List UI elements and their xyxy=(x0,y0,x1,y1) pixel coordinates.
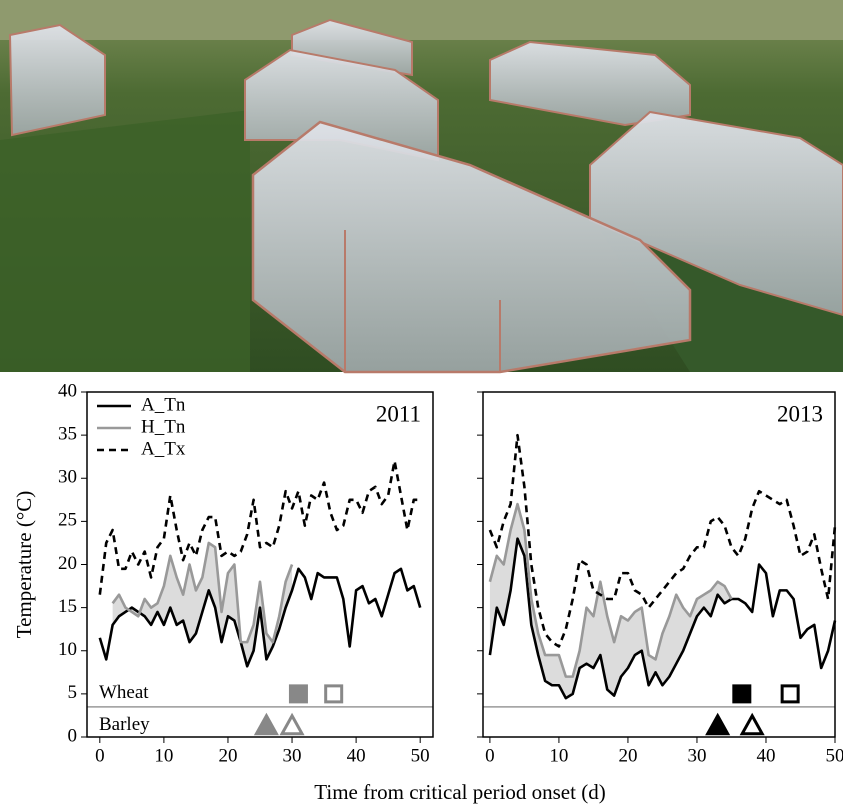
x-tick-label: 40 xyxy=(347,745,366,766)
y-tick-label: 30 xyxy=(58,467,77,488)
y-tick-label: 35 xyxy=(58,423,77,444)
y-tick-label: 10 xyxy=(58,639,77,660)
y-tick-label: 0 xyxy=(68,725,78,746)
x-tick-label: 50 xyxy=(826,745,843,766)
crop-marker xyxy=(282,716,302,734)
y-tick-label: 25 xyxy=(58,510,77,531)
y-tick-label: 5 xyxy=(68,682,78,703)
crop-marker xyxy=(290,686,306,702)
x-tick-label: 0 xyxy=(95,745,105,766)
x-tick-label: 30 xyxy=(283,745,302,766)
x-tick-label: 50 xyxy=(411,745,430,766)
x-tick-label: 20 xyxy=(618,745,637,766)
x-axis-label: Time from critical period onset (d) xyxy=(314,780,605,804)
y-tick-label: 15 xyxy=(58,596,77,617)
x-tick-label: 40 xyxy=(756,745,775,766)
series-line xyxy=(490,435,835,646)
figure: 0 5 10 15 20 25 30 35 40 0 10 20 30 40 50 Wheat Barley 20… xyxy=(0,0,843,810)
photo xyxy=(0,0,843,372)
crop-marker xyxy=(782,686,798,702)
legend-label: A_Tx xyxy=(141,438,186,459)
series-line xyxy=(100,461,420,595)
x-tick-label: 0 xyxy=(485,745,495,766)
chart-title: 2013 xyxy=(777,401,823,426)
y-axis-label: Temperature (°C) xyxy=(12,491,36,638)
y-tick-label: 20 xyxy=(58,553,77,574)
crop-marker xyxy=(734,686,750,702)
legend-label: A_Tn xyxy=(141,394,186,415)
panel: 0 10 20 30 40 50 2013 xyxy=(477,392,843,766)
legend-label: H_Tn xyxy=(141,416,186,437)
chart-title: 2011 xyxy=(376,401,421,426)
crop-marker xyxy=(326,686,342,702)
y-tick-label: 40 xyxy=(58,380,77,401)
crop-marker xyxy=(742,716,762,734)
x-tick-label: 30 xyxy=(687,745,706,766)
x-tick-label: 10 xyxy=(154,745,173,766)
page: 0 5 10 15 20 25 30 35 40 0 10 20 30 40 50 Wheat Barley 20… xyxy=(0,0,843,810)
crop-marker xyxy=(256,716,276,734)
crop-marker xyxy=(708,716,728,734)
x-tick-label: 10 xyxy=(549,745,568,766)
crop-label: Wheat xyxy=(99,682,149,703)
crop-label: Barley xyxy=(99,714,150,735)
x-tick-label: 20 xyxy=(218,745,237,766)
